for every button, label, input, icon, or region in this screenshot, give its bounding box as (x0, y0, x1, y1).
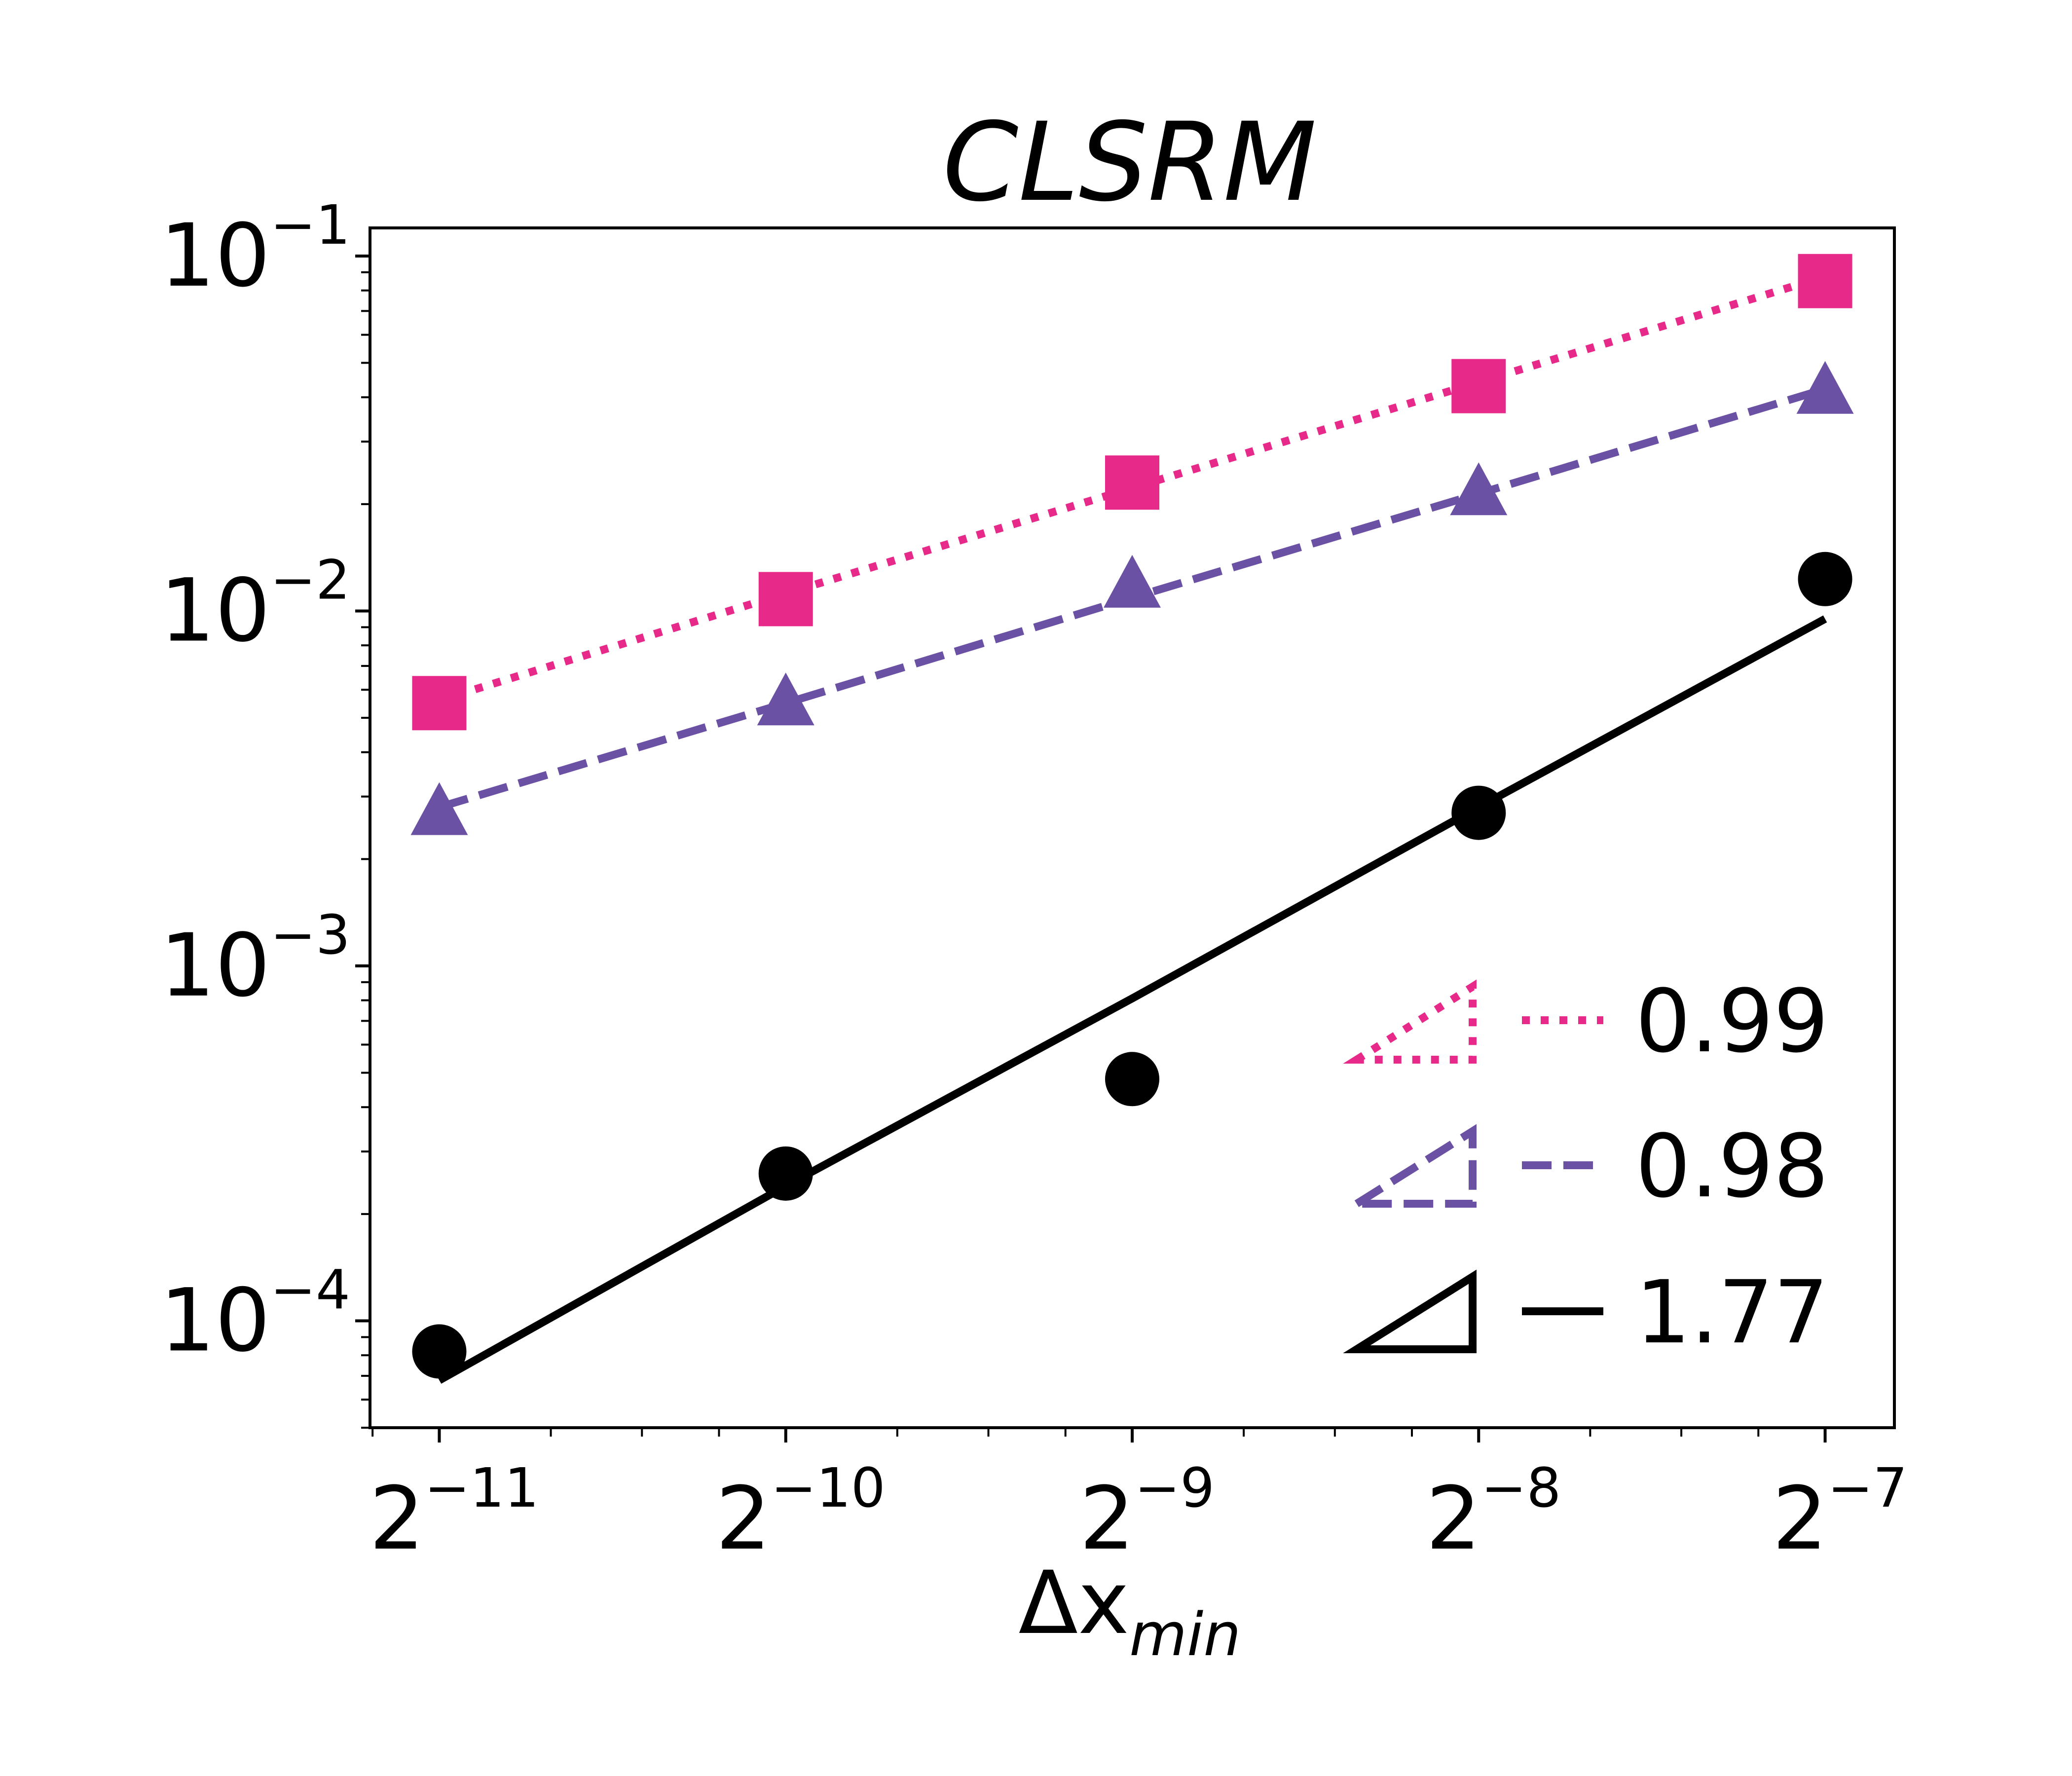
plot-frame (369, 226, 1896, 1429)
x-tick-label: 2−9 (1079, 1456, 1215, 1569)
x-tick-label: 2−11 (369, 1456, 539, 1569)
legend-slope-triangle (1343, 1269, 1477, 1353)
fit-lines (437, 273, 1827, 1384)
data-markers (410, 254, 1854, 1379)
black-circles-marker (1451, 785, 1506, 840)
purple-triangles-marker (410, 782, 468, 835)
pink-squares-marker (1798, 254, 1852, 308)
purple-triangles-marker (1450, 462, 1508, 516)
pink-squares-fit-line (438, 273, 1826, 704)
legend-slope-triangle (1343, 1124, 1477, 1208)
chart-title: CLSRM (943, 99, 1317, 225)
minor-ticks (361, 271, 1760, 1437)
y-axis-ticks: 10−1 10−2 10−3 10−4 (160, 193, 370, 1371)
purple-triangles-marker (1104, 555, 1161, 608)
x-axis-label: Δxmin (1019, 1553, 1241, 1669)
pink-squares-marker (1105, 455, 1159, 510)
legend-entry: 1.77 (1343, 1262, 1829, 1363)
y-tick-label: 10−1 (160, 193, 350, 306)
black-circles-marker (412, 1324, 467, 1379)
legend-entry: 0.98 (1343, 1116, 1829, 1217)
legend-label: 0.98 (1635, 1116, 1829, 1217)
legend-label: 0.99 (1635, 971, 1829, 1072)
x-tick-label: 2−7 (1772, 1456, 1907, 1569)
purple-triangles-marker (1796, 361, 1854, 414)
legend-slope-triangle (1343, 979, 1477, 1064)
y-tick-label: 10−3 (160, 903, 350, 1016)
purple-triangles-marker (757, 672, 814, 726)
legend-label: 1.77 (1635, 1262, 1829, 1363)
black-circles-marker (1798, 552, 1852, 606)
y-tick-label: 10−4 (160, 1258, 350, 1371)
pink-squares-marker (758, 572, 813, 627)
pink-squares-marker (1451, 359, 1506, 413)
y-tick-label: 10−2 (160, 548, 350, 661)
legend-entry: 0.99 (1343, 971, 1829, 1072)
x-axis-label-base: Δx (1019, 1553, 1130, 1654)
x-axis-label-subscript: min (1129, 1601, 1241, 1669)
black-circles-marker (758, 1146, 813, 1201)
black-circles-marker (1105, 1052, 1159, 1107)
x-tick-label: 2−8 (1426, 1456, 1561, 1569)
x-axis-ticks: 2−11 2−10 2−9 2−8 2−7 (369, 1428, 1908, 1569)
pink-squares-marker (412, 676, 467, 731)
black-circles-fit-line (437, 615, 1827, 1384)
x-tick-label: 2−10 (716, 1456, 886, 1569)
legend: 0.99 0.98 1.77 (1343, 971, 1829, 1363)
